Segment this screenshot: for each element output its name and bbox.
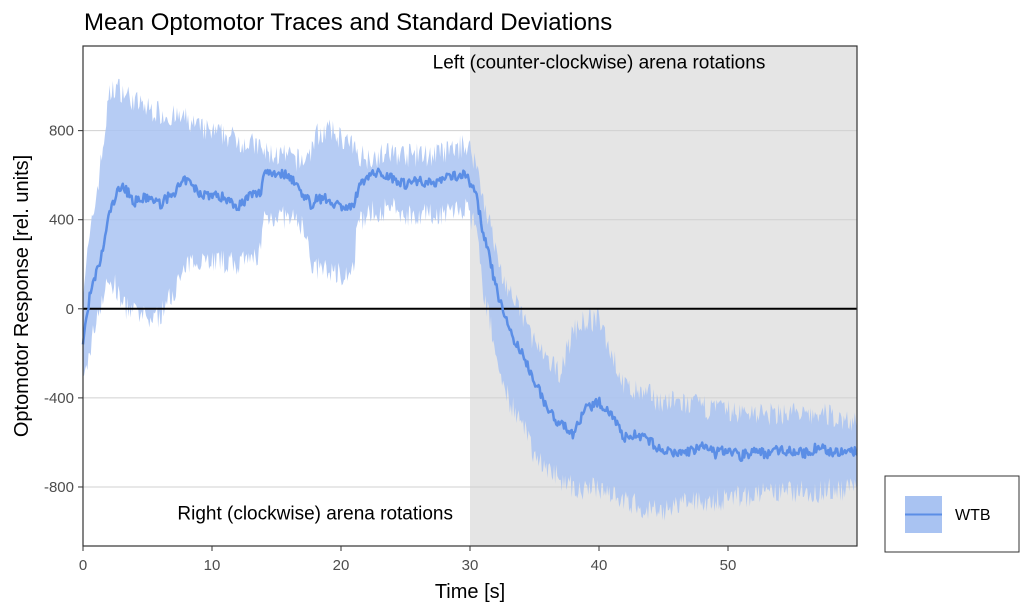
y-tick-label: -800 xyxy=(44,479,74,496)
x-axis-title: Time [s] xyxy=(435,581,505,603)
chart-title: Mean Optomotor Traces and Standard Devia… xyxy=(84,9,612,36)
x-tick-label: 50 xyxy=(720,557,737,574)
y-tick-label: 800 xyxy=(49,123,74,140)
y-tick-label: 400 xyxy=(49,212,74,229)
sd-band-wtb xyxy=(83,78,857,521)
x-axis: 0 10 20 30 40 50 xyxy=(79,546,737,574)
sd-band-layer xyxy=(83,78,857,521)
y-tick-label: -400 xyxy=(44,390,74,407)
y-axis: -800 -400 0 400 800 xyxy=(44,123,83,496)
y-axis-title: Optomotor Response [rel. units] xyxy=(11,155,33,437)
x-tick-label: 30 xyxy=(462,557,479,574)
mean-line-layer xyxy=(81,167,858,463)
annotation-left-rotations: Left (counter-clockwise) arena rotations xyxy=(433,52,766,73)
annotation-right-rotations: Right (clockwise) arena rotations xyxy=(177,503,453,524)
x-tick-label: 10 xyxy=(204,557,221,574)
x-tick-label: 0 xyxy=(79,557,87,574)
x-tick-label: 20 xyxy=(333,557,350,574)
mean-line-wtb xyxy=(81,167,858,463)
x-tick-label: 40 xyxy=(591,557,608,574)
legend-label: WTB xyxy=(955,507,991,524)
legend: WTB xyxy=(884,475,1020,553)
y-tick-label: 0 xyxy=(66,301,74,318)
